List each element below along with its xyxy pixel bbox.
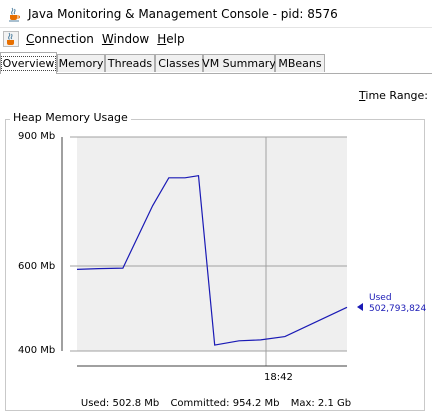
tab-memory-label: Memory xyxy=(58,57,104,70)
time-range-label[interactable]: Time Range: xyxy=(359,89,428,102)
heap-memory-panel xyxy=(5,119,425,411)
legend-pointer-icon xyxy=(357,303,363,311)
tab-memory[interactable]: Memory xyxy=(57,54,105,72)
tab-vm-summary[interactable]: VM Summary xyxy=(202,54,276,72)
tab-threads[interactable]: Threads xyxy=(105,54,155,72)
memory-summary: Used: 502.8 Mb Committed: 954.2 Mb Max: … xyxy=(0,398,432,409)
tab-threads-label: Threads xyxy=(107,57,153,70)
time-range-text: ime Range: xyxy=(365,89,428,102)
window-title: Java Monitoring & Management Console - p… xyxy=(28,6,338,21)
menu-connection-label: onnection xyxy=(34,32,94,46)
menu-window-mnemonic: W xyxy=(101,32,114,46)
y-tick-label-900: 900 Mb xyxy=(18,131,56,142)
java-cup-icon[interactable] xyxy=(3,31,19,47)
menu-bar: Connection Window Help xyxy=(0,28,432,50)
java-cup-icon xyxy=(9,7,20,21)
tab-overview[interactable]: Overview xyxy=(0,52,57,74)
menu-help-label: elp xyxy=(166,32,185,46)
committed-summary: Committed: 954.2 Mb xyxy=(170,398,280,409)
panel-title: Heap Memory Usage xyxy=(10,111,131,124)
tab-mbeans[interactable]: MBeans xyxy=(275,54,325,72)
used-series-line xyxy=(76,175,348,346)
tab-classes-label: Classes xyxy=(158,57,200,70)
used-summary: Used: 502.8 Mb xyxy=(80,398,160,409)
menu-help-mnemonic: H xyxy=(157,32,167,46)
menu-window-label: indow xyxy=(113,32,150,46)
title-bar: Java Monitoring & Management Console - p… xyxy=(0,0,432,28)
menu-connection[interactable]: Connection xyxy=(23,32,99,46)
tab-strip: Overview Memory Threads Classes VM Summa… xyxy=(0,52,432,74)
legend-used: Used 502,793,824 xyxy=(369,293,426,315)
legend-used-value: 502,793,824 xyxy=(369,304,427,314)
menu-connection-mnemonic: C xyxy=(26,32,35,46)
menu-window[interactable]: Window xyxy=(99,32,154,46)
x-tick-label: 18:42 xyxy=(264,372,293,383)
max-summary: Max: 2.1 Gb xyxy=(290,398,352,409)
legend-used-label: Used xyxy=(369,293,392,303)
y-tick-label-400: 400 Mb xyxy=(18,345,56,356)
y-tick-label-600: 600 Mb xyxy=(18,261,56,272)
tab-mbeans-label: MBeans xyxy=(278,57,322,70)
tab-vm-summary-label: VM Summary xyxy=(202,57,276,70)
tab-classes[interactable]: Classes xyxy=(155,54,203,72)
tab-overview-label: Overview xyxy=(0,56,57,71)
time-range-mnemonic: T xyxy=(359,89,366,102)
menu-help[interactable]: Help xyxy=(154,32,189,46)
